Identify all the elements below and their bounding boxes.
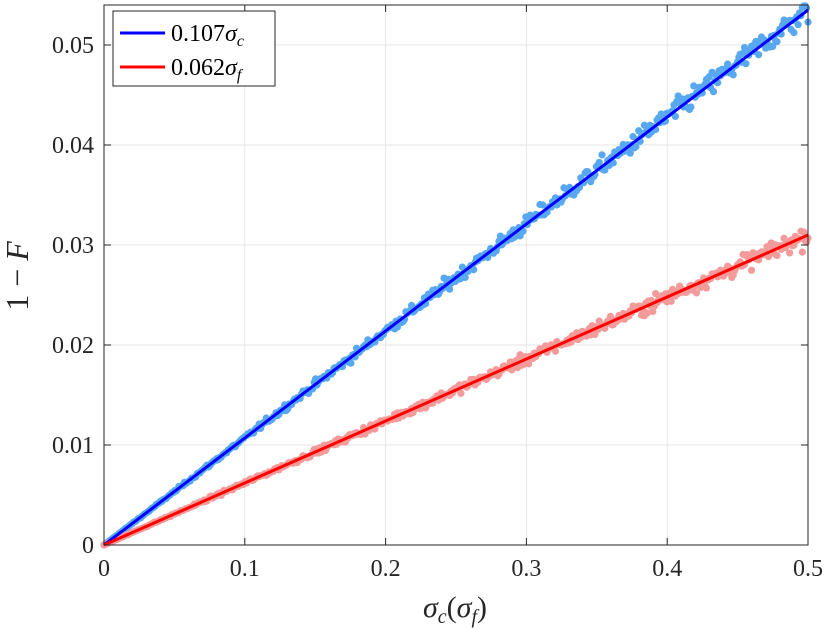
- legend-box: [112, 10, 276, 87]
- data-point-series-0: [347, 359, 355, 367]
- data-point-series-0: [595, 158, 603, 167]
- data-point-series-0: [539, 201, 547, 209]
- y-tick-label: 0: [82, 533, 94, 559]
- legend-label-sigma-c: 0.107σc: [171, 21, 244, 50]
- data-point-series-0: [690, 82, 698, 90]
- y-tick-label: 0.01: [52, 433, 94, 459]
- data-point-series-0: [729, 71, 737, 79]
- data-point-series-0: [470, 266, 478, 274]
- data-point-series-0: [461, 273, 469, 282]
- legend: 0.107σc 0.062σf: [112, 10, 276, 87]
- data-point-series-0: [626, 149, 634, 157]
- data-point-series-0: [632, 143, 640, 151]
- y-tick-label: 0.04: [52, 133, 94, 159]
- x-axis-label: σc(σf): [423, 591, 487, 628]
- data-point-series-1: [773, 251, 781, 260]
- x-tick-label: 0.3: [511, 556, 541, 582]
- data-point-series-1: [457, 389, 465, 397]
- data-point-series-0: [598, 151, 606, 159]
- axes-box: [103, 4, 809, 546]
- data-point-series-0: [723, 60, 732, 68]
- data-point-series-1: [786, 249, 794, 257]
- data-point-series-1: [798, 248, 806, 256]
- y-tick-label: 0.03: [52, 233, 94, 259]
- data-point-series-0: [742, 60, 750, 68]
- data-point-series-0: [794, 21, 802, 29]
- y-tick-label: 0.02: [52, 333, 94, 359]
- data-point-series-0: [671, 112, 679, 121]
- data-point-series-1: [692, 289, 701, 297]
- fit-line-series-0: [103, 8, 809, 547]
- data-point-series-0: [790, 29, 798, 37]
- fit-line-series-1: [103, 233, 809, 547]
- data-point-series-1: [800, 228, 808, 236]
- data-point-series-1: [516, 351, 524, 359]
- y-tick-labels: 0 0.01 0.02 0.03 0.04 0.05: [52, 33, 94, 559]
- x-tick-label: 0.1: [230, 556, 260, 582]
- y-tick-label: 0.05: [52, 33, 94, 59]
- data-point-series-1: [702, 284, 711, 292]
- data-point-series-1: [747, 266, 756, 274]
- data-point-series-0: [769, 42, 777, 51]
- data-point-series-1: [652, 289, 660, 298]
- data-point-series-0: [773, 38, 781, 46]
- tick-marks: [103, 5, 809, 546]
- data-point-series-1: [643, 309, 651, 317]
- fit-lines: [103, 8, 809, 547]
- y-axis-label: 1 − F: [0, 241, 35, 311]
- x-tick-labels: 0 0.1 0.2 0.3 0.4 0.5: [98, 556, 823, 582]
- data-point-series-1: [551, 347, 560, 355]
- x-tick-label: 0.2: [371, 556, 401, 582]
- x-tick-label: 0: [98, 556, 110, 582]
- data-point-series-0: [687, 103, 695, 111]
- data-point-series-1: [667, 297, 675, 305]
- x-tick-label: 0.5: [793, 556, 823, 582]
- data-point-series-0: [709, 88, 718, 96]
- data-point-series-0: [755, 51, 763, 59]
- x-tick-label: 0.4: [652, 556, 682, 582]
- data-point-series-1: [525, 360, 533, 368]
- legend-label-sigma-f: 0.062σf: [171, 55, 244, 84]
- data-point-series-0: [446, 285, 454, 293]
